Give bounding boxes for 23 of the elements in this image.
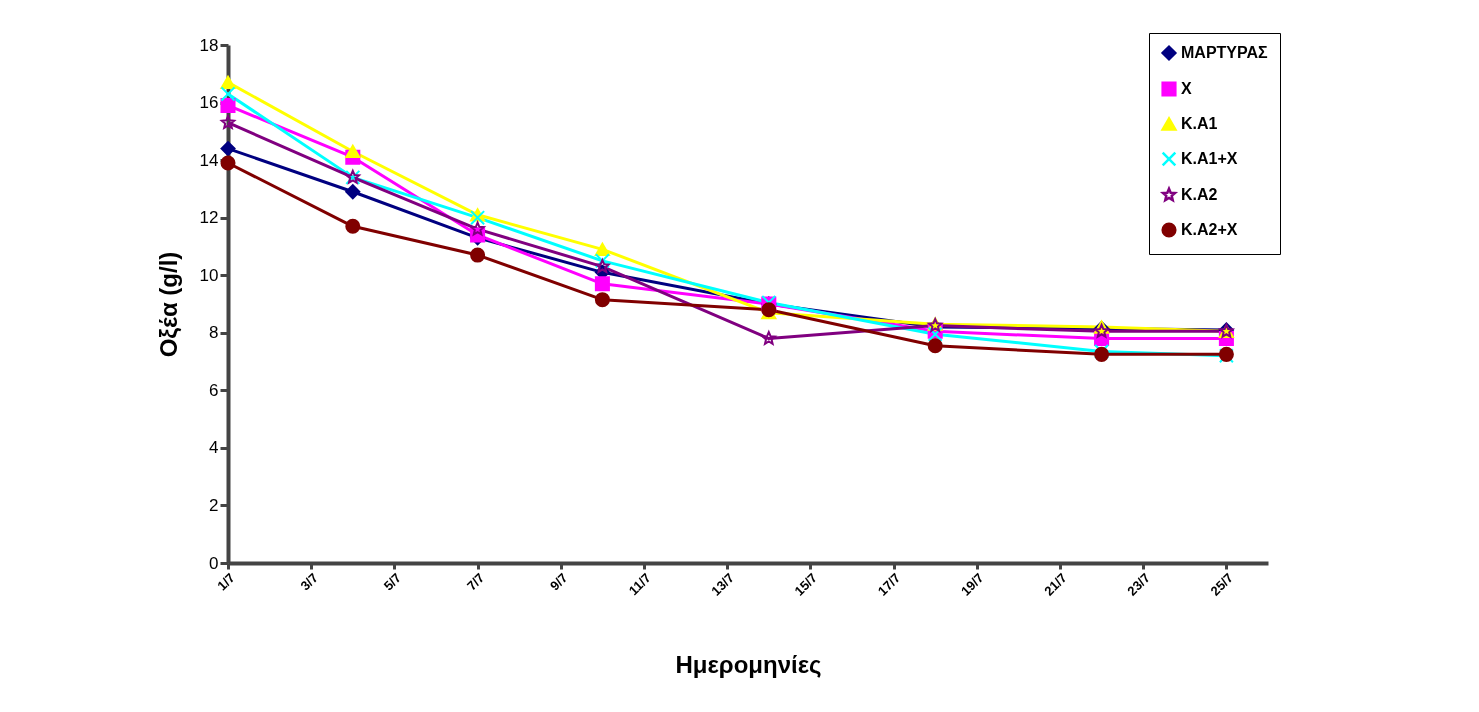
y-tick-label: 4 [209, 438, 219, 458]
legend-label: K.A2+X [1181, 221, 1238, 238]
y-tick-label: 10 [199, 265, 219, 285]
x-tick-label: 7/7 [463, 570, 488, 594]
legend-label: K.A2 [1181, 186, 1218, 203]
legend-label: K.A1+X [1181, 150, 1238, 167]
y-tick-label: 18 [199, 35, 219, 55]
y-tick-label: 6 [209, 380, 219, 400]
x-tick-label: 3/7 [297, 570, 321, 594]
y-tick-label: 14 [199, 150, 219, 170]
legend-label: K.A1 [1181, 115, 1218, 132]
y-axis-title: Οξέα (g/l) [154, 251, 182, 358]
x-tick-label: 9/7 [547, 570, 571, 594]
y-tick-label: 2 [209, 495, 219, 515]
y-tick-label: 16 [199, 93, 219, 113]
y-tick-label: 8 [209, 323, 219, 343]
y-tick-label: 0 [209, 553, 219, 573]
x-tick-label: 1/7 [214, 570, 238, 594]
legend-label: ΜΑΡΤΥΡΑΣ [1181, 44, 1269, 61]
x-tick-label: 5/7 [380, 570, 405, 594]
legend-label: X [1181, 80, 1192, 97]
x-axis-title: Ημερομηνίες [675, 650, 822, 678]
y-tick-label: 12 [199, 208, 219, 228]
